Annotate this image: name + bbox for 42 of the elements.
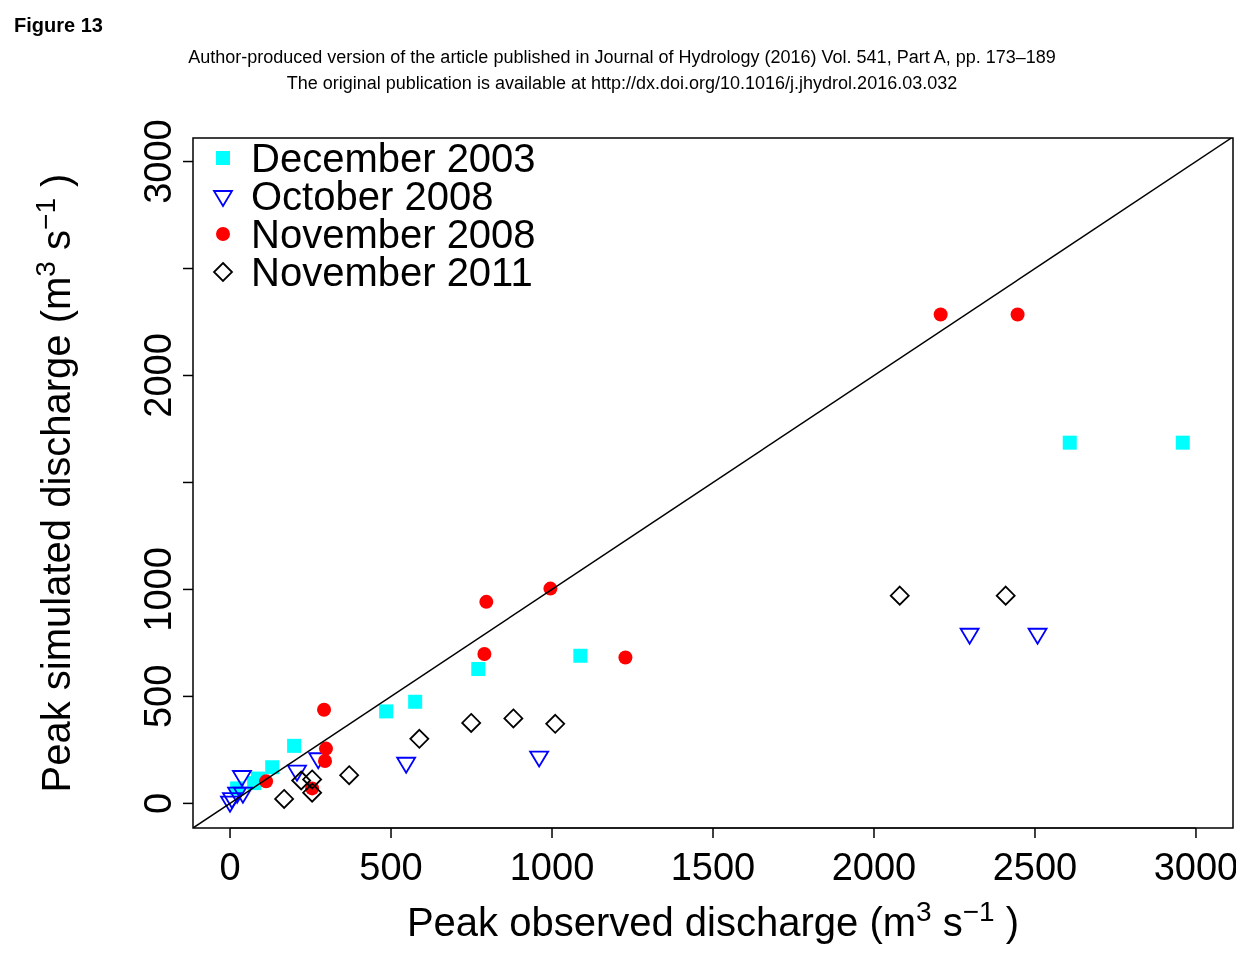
point xyxy=(889,585,910,606)
point xyxy=(618,650,633,665)
point xyxy=(1062,435,1077,450)
point xyxy=(379,704,394,719)
point xyxy=(291,770,312,791)
point xyxy=(287,738,302,753)
point xyxy=(573,648,588,663)
y-tick-label: 500 xyxy=(137,664,179,729)
y-tick-label: 3000 xyxy=(137,119,179,204)
point xyxy=(933,307,948,322)
y-tick-label: 2000 xyxy=(137,333,179,418)
point xyxy=(479,594,494,609)
point xyxy=(317,702,332,717)
point xyxy=(318,754,333,769)
y-tick-label: 0 xyxy=(137,792,179,814)
point xyxy=(318,741,333,756)
point xyxy=(409,728,430,749)
y-tick-label: 1000 xyxy=(137,547,179,632)
point xyxy=(302,769,323,790)
point xyxy=(302,782,323,803)
text: The original publication is available at http://dx.doi.org/10.1016/j.jhydrol.2016.03.032 xyxy=(286,73,958,93)
point xyxy=(503,708,524,729)
x-tick-label: 2500 xyxy=(992,846,1078,888)
point xyxy=(545,713,566,734)
point xyxy=(1010,307,1025,322)
point xyxy=(408,694,423,709)
point xyxy=(1175,435,1190,450)
point xyxy=(995,585,1016,606)
x-tick-label: 2000 xyxy=(831,846,917,888)
text: Author-produced version of the article published in Journal of Hydrology (2016) Vol. 541, Part A, pp. 173–189 xyxy=(188,47,1056,67)
point xyxy=(471,662,486,677)
point xyxy=(461,713,482,733)
x-axis-title: Peak observed discharge (m$^{3}$ s$^{−1}$ ) xyxy=(406,895,1020,944)
x-tick-label: 0 xyxy=(219,846,241,888)
point xyxy=(265,760,280,775)
point xyxy=(274,789,295,809)
x-tick-label: 1000 xyxy=(509,846,595,888)
point xyxy=(339,765,360,786)
chart-title: Figure 13 xyxy=(14,14,103,36)
x-tick-label: 1500 xyxy=(670,846,756,888)
point xyxy=(477,647,492,662)
x-tick-label: 500 xyxy=(359,846,423,888)
